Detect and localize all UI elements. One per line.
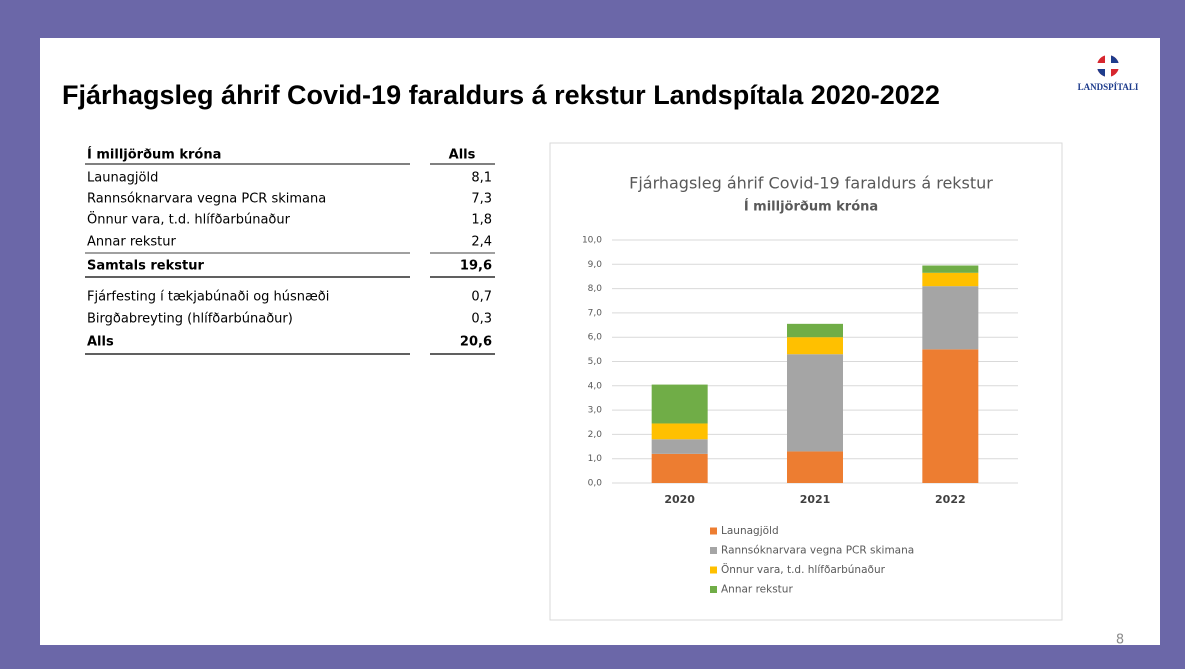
legend-label: Launagjöld <box>721 525 779 537</box>
table-cell: 20,6 <box>460 335 492 350</box>
bar-segment <box>787 451 843 483</box>
bar-segment <box>922 349 979 483</box>
bar-segment <box>651 384 708 424</box>
chart-title: Fjárhagsleg áhrif Covid-19 faraldurs á r… <box>629 174 993 193</box>
table-cell: Rannsóknarvara vegna PCR skimana <box>87 192 326 207</box>
legend-swatch <box>710 586 717 593</box>
y-tick-label: 1,0 <box>588 454 603 464</box>
y-tick-label: 4,0 <box>588 381 603 391</box>
y-tick-label: 6,0 <box>588 333 603 343</box>
table-cell: 0,3 <box>471 312 492 327</box>
y-tick-label: 3,0 <box>588 406 603 416</box>
bar-segment <box>787 337 843 355</box>
table-header: Alls <box>449 148 476 163</box>
table-cell: 8,1 <box>471 171 492 186</box>
table-cell: 7,3 <box>471 192 492 207</box>
legend-label: Önnur vara, t.d. hlífðarbúnaður <box>721 563 886 576</box>
legend-swatch <box>710 566 717 574</box>
bar-segment <box>787 354 843 452</box>
table-cell: Birgðabreyting (hlífðarbúnaður) <box>87 312 293 327</box>
slide-title: Fjárhagsleg áhrif Covid-19 faraldurs á r… <box>62 80 940 110</box>
table-cell: Önnur vara, t.d. hlífðarbúnaður <box>87 211 291 228</box>
bar-segment <box>922 272 979 287</box>
table-cell: 0,7 <box>471 290 492 305</box>
legend-label: Rannsóknarvara vegna PCR skimana <box>721 545 914 557</box>
y-tick-label: 8,0 <box>588 284 603 294</box>
logo: LANDSPÍTALI <box>1078 55 1139 92</box>
y-tick-label: 7,0 <box>588 308 603 318</box>
x-tick-label: 2022 <box>935 493 966 506</box>
y-tick-label: 0,0 <box>588 479 603 489</box>
y-tick-label: 10,0 <box>582 236 602 246</box>
x-tick-label: 2020 <box>664 493 695 506</box>
table-cell: Alls <box>87 335 114 350</box>
table: Í milljörðum króna Alls Launagjöld 8,1 Ran… <box>85 147 495 355</box>
bar-segment <box>787 323 843 338</box>
logo-cross <box>1097 63 1119 69</box>
y-tick-label: 9,0 <box>588 260 603 270</box>
table-header: Í milljörðum króna <box>87 147 221 163</box>
legend-swatch <box>710 527 717 535</box>
table-cell: 19,6 <box>460 259 492 274</box>
bar-segment <box>651 453 708 483</box>
chart-subtitle: Í milljörðum króna <box>744 199 878 215</box>
y-tick-label: 5,0 <box>588 357 603 367</box>
legend-swatch <box>710 547 717 554</box>
page-number: 8 <box>1116 633 1124 648</box>
x-tick-label: 2021 <box>800 493 831 506</box>
y-tick-label: 2,0 <box>588 430 603 440</box>
bar-segment <box>922 265 979 273</box>
bar-segment <box>651 439 708 454</box>
table-cell: Fjárfesting í tækjabúnaði og húsnæði <box>87 290 329 305</box>
table-cell: 1,8 <box>471 213 492 228</box>
legend-label: Annar rekstur <box>721 584 793 596</box>
table-cell: Annar rekstur <box>87 235 177 250</box>
table-cell: Launagjöld <box>87 171 158 186</box>
logo-text: LANDSPÍTALI <box>1078 82 1139 92</box>
bar-segment <box>922 286 979 350</box>
table-cell: Samtals rekstur <box>87 259 204 274</box>
table-cell: 2,4 <box>471 235 492 250</box>
bar-segment <box>651 423 708 440</box>
